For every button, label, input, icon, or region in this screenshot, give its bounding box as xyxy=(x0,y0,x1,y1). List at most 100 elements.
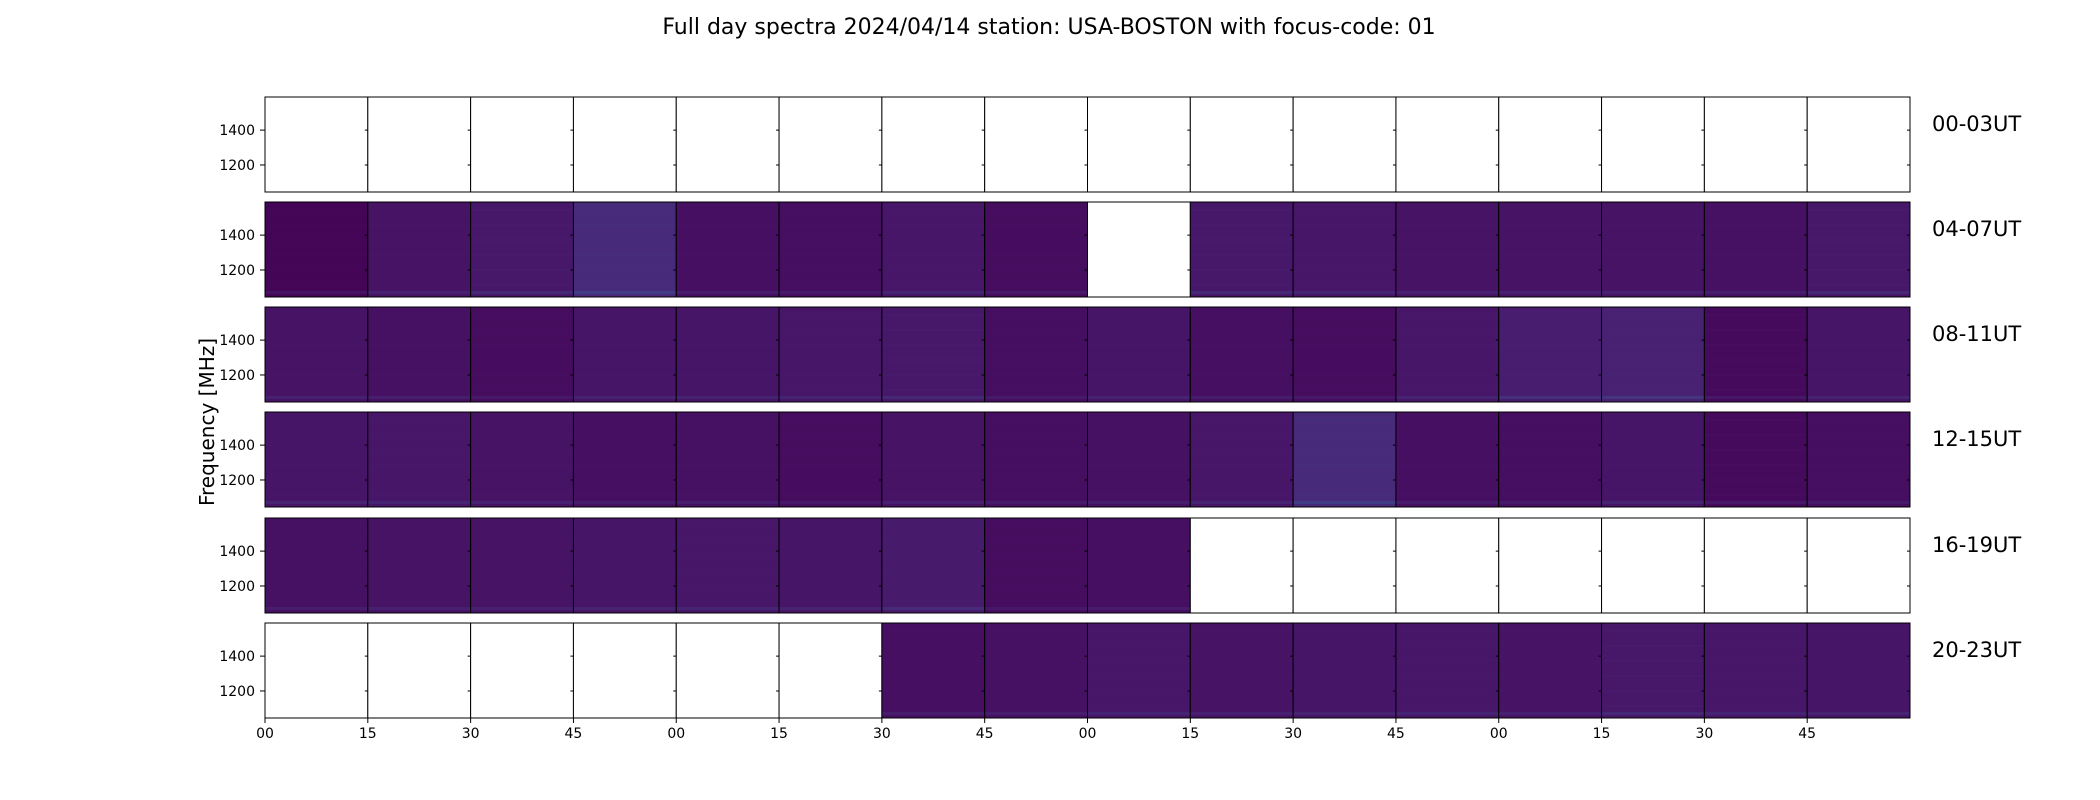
y-axis-label: Frequency [MHz] xyxy=(195,338,219,506)
spectrum-band xyxy=(1704,291,1808,294)
row-label: 20-23UT xyxy=(1932,638,2021,662)
spectrum-band xyxy=(676,396,780,399)
spectrum-band xyxy=(1498,396,1602,399)
spectrum-band xyxy=(1087,396,1191,399)
spectrum-panel xyxy=(779,412,882,507)
spectrum-band xyxy=(1087,607,1191,610)
spectrum-band xyxy=(1807,712,1910,715)
spectrum-band xyxy=(265,607,368,610)
spectrum-band xyxy=(1293,712,1396,715)
x-tick-label: 15 xyxy=(359,726,377,742)
panel-border xyxy=(1806,411,1911,508)
spectrum-panel xyxy=(1498,307,1602,402)
spectrum-panel xyxy=(265,518,368,613)
x-tick-label: 15 xyxy=(1181,726,1199,742)
x-tick-label: 15 xyxy=(770,726,788,742)
spectrum-band xyxy=(676,291,780,294)
empty-panel xyxy=(573,97,677,192)
spectrum-panel xyxy=(1293,307,1396,402)
y-tick-label: 1400 xyxy=(219,544,255,560)
spectrum-panel xyxy=(1293,202,1396,297)
empty-panel xyxy=(1395,97,1499,192)
y-tick-label: 1200 xyxy=(219,158,255,174)
spectrum-band xyxy=(573,396,677,399)
spectrum-panel xyxy=(1395,307,1499,402)
spectrum-band xyxy=(1190,291,1294,294)
empty-panel xyxy=(367,623,471,718)
spectrum-band xyxy=(779,501,882,504)
empty-panel xyxy=(881,97,985,192)
empty-panel xyxy=(1498,518,1602,613)
empty-panel xyxy=(779,623,882,718)
empty-panel xyxy=(1293,97,1396,192)
spectrum-panel xyxy=(1395,412,1499,507)
spectrum-panel xyxy=(1395,202,1499,297)
spectrum-panel xyxy=(470,307,574,402)
row-label: 08-11UT xyxy=(1932,322,2021,346)
spectrum-panel xyxy=(1807,623,1910,718)
empty-panel xyxy=(470,97,574,192)
spectrum-panel xyxy=(984,412,1088,507)
spectrum-band xyxy=(984,607,1088,610)
spectrum-panel xyxy=(573,307,677,402)
spectrum-band xyxy=(1395,396,1499,399)
spectrum-panel xyxy=(265,202,368,297)
spectrum-panel xyxy=(1601,623,1705,718)
y-tick-label: 1400 xyxy=(219,333,255,349)
x-tick-label: 00 xyxy=(1490,726,1508,742)
spectra-row: 1400 1200 08-11UT xyxy=(219,306,2021,403)
y-tick-label: 1200 xyxy=(219,263,255,279)
spectrum-band xyxy=(1807,291,1910,294)
spectrum-band xyxy=(1807,501,1910,504)
spectrum-panel xyxy=(573,518,677,613)
spectrum-panel xyxy=(1293,412,1396,507)
spectrum-band xyxy=(1293,396,1396,399)
spectrum-panel xyxy=(1601,412,1705,507)
spectrum-band xyxy=(573,607,677,610)
y-tick-label: 1400 xyxy=(219,228,255,244)
panel-border xyxy=(1806,201,1911,298)
spectrum-band xyxy=(779,291,882,294)
spectrum-band xyxy=(881,501,985,504)
empty-panel xyxy=(367,97,471,192)
spectra-row: 1400 1200 12-15UT xyxy=(219,411,2021,508)
spectrum-band xyxy=(265,396,368,399)
spectrum-panel xyxy=(470,412,574,507)
spectrum-panel xyxy=(1190,412,1294,507)
panel-border xyxy=(1806,96,1911,193)
row-label: 12-15UT xyxy=(1932,427,2021,451)
row-label: 04-07UT xyxy=(1932,217,2021,241)
spectrum-panel xyxy=(984,623,1088,718)
spectrum-panel xyxy=(470,202,574,297)
spectrum-band xyxy=(470,396,574,399)
spectrum-panel xyxy=(1087,307,1191,402)
spectrum-band xyxy=(779,396,882,399)
spectrum-panel xyxy=(881,202,985,297)
y-tick-label: 1400 xyxy=(219,438,255,454)
spectrum-band xyxy=(367,396,471,399)
spectrum-band xyxy=(881,607,985,610)
spectrum-panel xyxy=(1498,412,1602,507)
spectra-row: 1400 1200 20-23UT xyxy=(219,622,2021,719)
chart-title: Full day spectra 2024/04/14 station: USA… xyxy=(662,15,1435,40)
x-tick-label: 30 xyxy=(1284,726,1302,742)
spectrum-panel xyxy=(1601,307,1705,402)
panel-border xyxy=(1806,306,1911,403)
spectrum-band xyxy=(984,712,1088,715)
spectrum-band xyxy=(1087,712,1191,715)
y-tick-label: 1400 xyxy=(219,649,255,665)
x-tick-label: 45 xyxy=(1798,726,1816,742)
empty-panel xyxy=(1704,97,1808,192)
spectrum-band xyxy=(676,501,780,504)
spectrum-panel xyxy=(1807,412,1910,507)
spectra-row: 1400 1200 00-03UT xyxy=(219,96,2021,193)
spectrum-band xyxy=(1704,712,1808,715)
x-tick-label: 30 xyxy=(462,726,480,742)
spectrum-band xyxy=(1498,501,1602,504)
empty-panel xyxy=(779,97,882,192)
empty-panel xyxy=(676,623,780,718)
spectrum-band xyxy=(984,291,1088,294)
spectrum-band xyxy=(984,396,1088,399)
y-tick-label: 1400 xyxy=(219,123,255,139)
panel-border xyxy=(1806,517,1911,614)
